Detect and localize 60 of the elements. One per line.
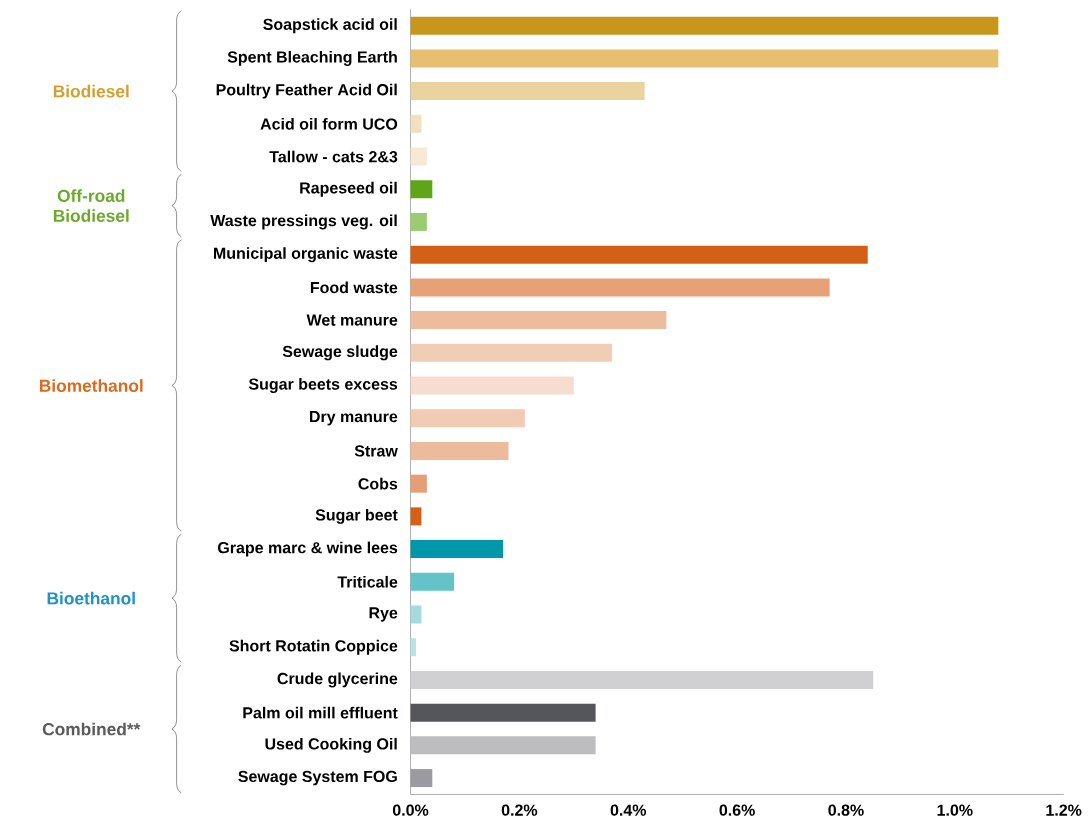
bar	[410, 376, 574, 395]
x-tick-label: 1.0%	[937, 804, 973, 816]
y-tick-label: Cobs	[358, 477, 398, 490]
text: Biomethanol	[39, 378, 143, 392]
bar	[410, 670, 874, 689]
y-tick-label: Palm oil mill effluent	[243, 706, 398, 719]
x-tick-label: 0.6%	[719, 804, 755, 816]
bar	[410, 605, 422, 624]
bar	[410, 474, 427, 493]
y-tick-label: Poultry Feather Acid Oil	[216, 83, 397, 99]
y-tick-label: Wet manure	[306, 314, 398, 326]
bar	[410, 16, 999, 35]
bar	[410, 409, 525, 428]
x-tick-label: 0.2%	[501, 804, 538, 816]
y-tick-label: Spent Bleaching Earth	[227, 50, 397, 66]
text: Biodiesel	[53, 84, 129, 98]
text: Combined**	[42, 722, 141, 736]
bar	[410, 180, 433, 199]
x-tick-label: 0.4%	[610, 804, 647, 816]
y-tick-label: Food waste	[310, 281, 398, 294]
bar	[410, 278, 830, 297]
y-tick-label: Grape marc & wine lees	[218, 541, 398, 557]
x-tick-label: 0.8%	[828, 804, 864, 816]
bar	[410, 441, 509, 460]
bar	[410, 736, 596, 755]
y-tick-label: Sewage System FOG	[238, 770, 397, 786]
bar	[410, 49, 999, 68]
bar	[410, 212, 427, 231]
y-tick-label: Sugar beet	[315, 508, 398, 524]
y-tick-label: Straw	[354, 445, 398, 457]
bar	[410, 572, 455, 591]
y-tick-label: Rye	[369, 607, 398, 622]
x-tick-label: 1.2%	[1046, 804, 1082, 816]
bar	[410, 703, 596, 722]
bar	[410, 81, 645, 100]
y-tick-label: Acid oil form UCO	[260, 117, 398, 130]
y-tick-label: Soapstick acid oil	[263, 18, 397, 33]
y-tick-label: Sugar beets excess	[248, 377, 398, 393]
bar	[410, 245, 868, 264]
y-tick-label: Dry manure	[310, 410, 398, 426]
y-tick-label: Waste pressings veg. oil	[210, 214, 397, 230]
bar	[410, 310, 667, 329]
y-tick-label: Crude glycerine	[277, 672, 398, 688]
bar	[410, 114, 422, 133]
bar	[410, 539, 504, 558]
y-tick-label: Municipal organic waste	[214, 246, 398, 262]
y-tick-label: Short Rotatin Coppice	[229, 639, 398, 655]
x-tick-label: 0.0%	[392, 804, 429, 816]
bar	[410, 343, 612, 362]
y-tick-label: Used Cooking Oil	[265, 737, 397, 753]
y-tick-label: Tallow - cats 2&3	[269, 150, 398, 163]
bar	[410, 638, 416, 657]
bar	[410, 768, 433, 787]
text: Bioethanol	[47, 591, 135, 605]
bar	[410, 147, 427, 166]
y-tick-label: Triticale	[337, 575, 398, 588]
bar	[410, 507, 422, 526]
y-tick-label: Sewage sludge	[282, 345, 398, 361]
text: Off-road Biodiesel	[53, 189, 129, 222]
y-tick-label: Rapeseed oil	[300, 181, 397, 197]
